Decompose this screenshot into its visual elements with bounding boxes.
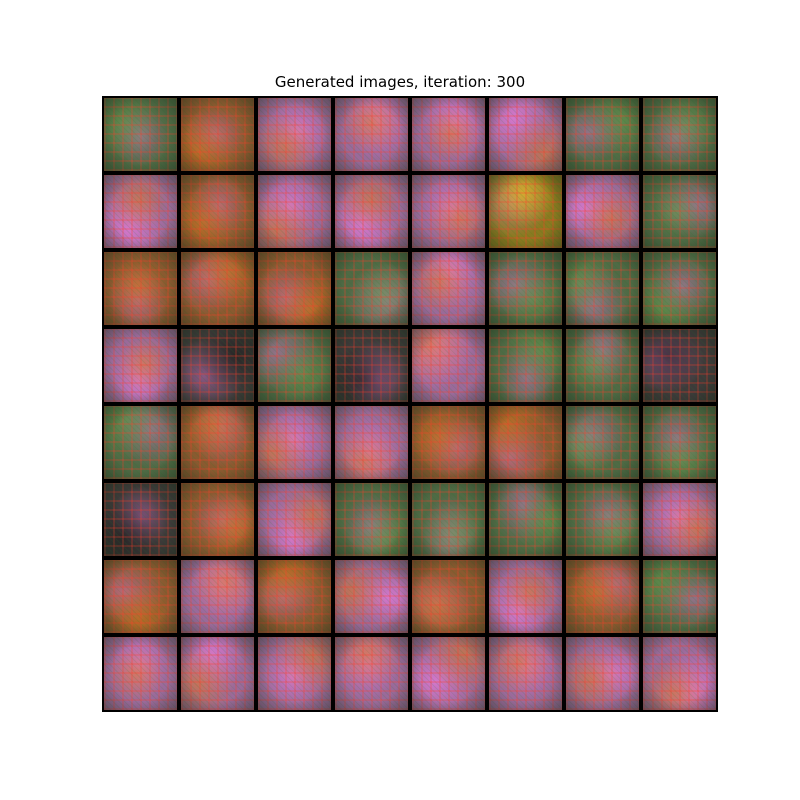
generated-image-tile	[566, 175, 639, 248]
generated-image-tile	[489, 560, 562, 633]
generated-image-tile	[489, 175, 562, 248]
generated-image-tile	[181, 175, 254, 248]
generated-image-tile	[181, 637, 254, 710]
generated-image-tile	[104, 98, 177, 171]
figure-title: Generated images, iteration: 300	[274, 73, 526, 91]
generated-image-tile	[181, 252, 254, 325]
generated-image-tile	[104, 483, 177, 556]
generated-image-tile	[335, 483, 408, 556]
generated-image-tile	[335, 329, 408, 402]
generated-image-tile	[181, 98, 254, 171]
generated-image-tile	[412, 406, 485, 479]
generated-image-tile	[258, 560, 331, 633]
generated-image-tile	[489, 406, 562, 479]
generated-image-tile	[566, 406, 639, 479]
generated-image-tile	[104, 252, 177, 325]
generated-image-tile	[489, 98, 562, 171]
generated-image-tile	[258, 637, 331, 710]
generated-image-tile	[566, 329, 639, 402]
generated-image-tile	[104, 175, 177, 248]
generated-image-tile	[566, 483, 639, 556]
generated-image-tile	[258, 406, 331, 479]
generated-image-tile	[258, 329, 331, 402]
generated-image-tile	[335, 252, 408, 325]
generated-image-tile	[412, 483, 485, 556]
generated-image-tile	[643, 637, 716, 710]
generated-image-tile	[412, 98, 485, 171]
generated-image-tile	[181, 483, 254, 556]
generated-image-tile	[258, 483, 331, 556]
generated-image-tile	[104, 637, 177, 710]
generated-image-tile	[335, 560, 408, 633]
generated-image-tile	[104, 560, 177, 633]
generated-image-tile	[643, 483, 716, 556]
generated-image-tile	[104, 329, 177, 402]
generated-image-tile	[258, 175, 331, 248]
generated-image-tile	[489, 329, 562, 402]
generated-image-tile	[335, 175, 408, 248]
generated-image-tile	[489, 483, 562, 556]
generated-image-tile	[412, 175, 485, 248]
generated-image-tile	[258, 98, 331, 171]
generated-image-tile	[258, 252, 331, 325]
generated-image-tile	[643, 98, 716, 171]
generated-image-tile	[104, 406, 177, 479]
image-grid	[102, 96, 718, 712]
generated-image-tile	[643, 406, 716, 479]
generated-image-tile	[335, 637, 408, 710]
generated-image-tile	[643, 560, 716, 633]
generated-image-tile	[181, 560, 254, 633]
generated-image-tile	[566, 637, 639, 710]
generated-image-tile	[181, 329, 254, 402]
generated-image-tile	[412, 329, 485, 402]
generated-image-tile	[566, 98, 639, 171]
generated-image-tile	[566, 252, 639, 325]
generated-image-tile	[489, 252, 562, 325]
generated-image-tile	[412, 560, 485, 633]
generated-image-tile	[643, 329, 716, 402]
generated-image-tile	[181, 406, 254, 479]
generated-image-tile	[335, 406, 408, 479]
generated-image-tile	[566, 560, 639, 633]
generated-image-tile	[412, 252, 485, 325]
generated-image-tile	[335, 98, 408, 171]
generated-image-tile	[412, 637, 485, 710]
generated-image-tile	[643, 252, 716, 325]
generated-image-tile	[643, 175, 716, 248]
generated-image-tile	[489, 637, 562, 710]
